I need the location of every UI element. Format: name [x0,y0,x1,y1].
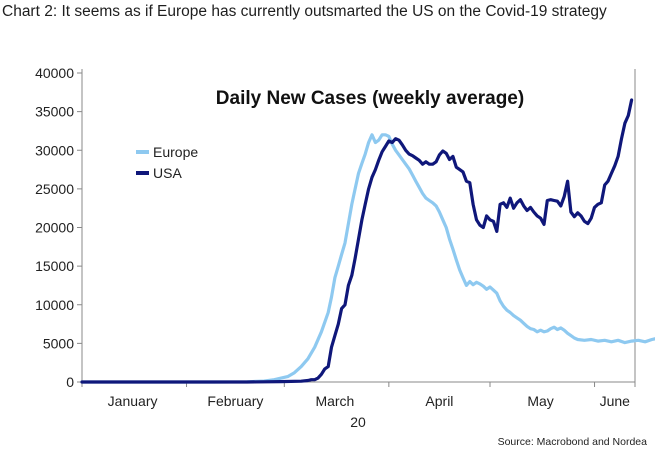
chart-title: Daily New Cases (weekly average) [216,88,524,109]
year-label: 20 [350,414,366,430]
y-tick-label: 15000 [35,258,74,274]
y-tick-label: 10000 [35,297,74,313]
y-tick-label: 25000 [35,181,74,197]
y-tick-label: 20000 [35,220,74,236]
legend: Europe USA [136,144,198,181]
legend-label-usa: USA [153,165,182,181]
series-lines [80,98,655,384]
y-tick-label: 5000 [43,335,74,351]
x-tick-label: April [425,393,453,409]
x-tick-label: February [207,393,263,409]
x-tick-label: March [315,393,354,409]
y-tick-label: 30000 [35,142,74,158]
series-line-europe [80,133,655,384]
chart-caption: Chart 2: It seems as if Europe has curre… [2,3,607,20]
y-tick-label: 35000 [35,104,74,120]
x-tick-label: January [108,393,158,409]
y-axis-ticks: 0 5000 10000 15000 20000 25000 30000 35000 40000 [35,65,82,390]
x-tick-label: June [600,393,631,409]
y-tick-label: 40000 [35,65,74,81]
x-tick-label: May [527,393,553,409]
source-note: Source: Macrobond and Nordea [497,436,647,448]
series-line-usa [80,98,634,384]
axes [81,69,636,383]
x-axis-ticks: January February March April May June [81,382,636,409]
legend-label-europe: Europe [153,144,198,160]
y-tick-label: 0 [66,374,74,390]
